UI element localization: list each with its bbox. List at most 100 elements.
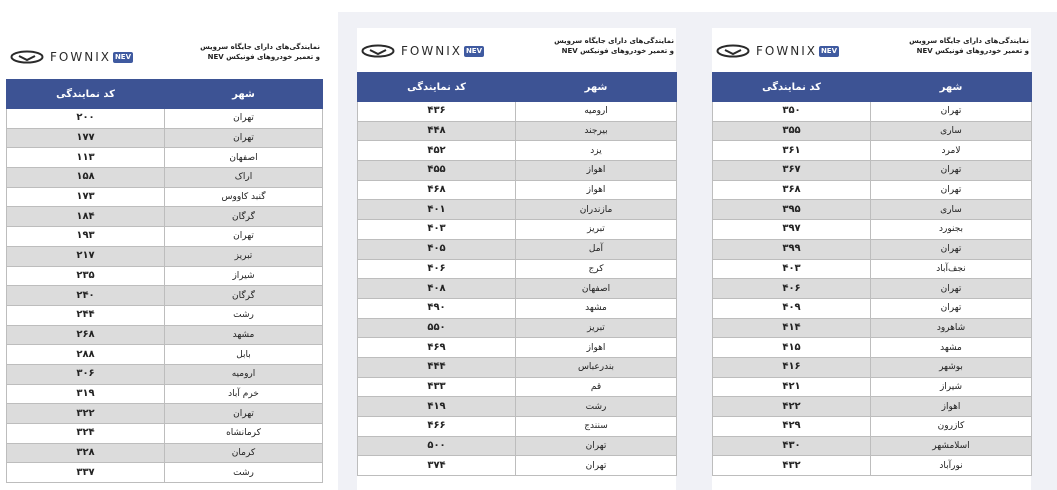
dealer-code-cell: ۲۶۸ bbox=[6, 324, 165, 346]
city-cell: تهران bbox=[164, 226, 323, 247]
table-row: ۳۳۷ رشت bbox=[6, 462, 323, 484]
column-header-city: شهر bbox=[870, 72, 1032, 102]
dealer-code-cell: ۵۰۰ bbox=[357, 435, 516, 457]
panel-header: FOWNIX NEV نمایندگی‌های دارای جایگاه سرو… bbox=[6, 34, 322, 80]
table-row: ۴۱۹ رشت bbox=[357, 396, 677, 417]
city-cell: تهران bbox=[870, 101, 1032, 122]
fownix-logo: FOWNIX NEV bbox=[361, 42, 485, 60]
table-row: ۳۲۴ کرمانشاه bbox=[6, 423, 323, 444]
panel-title: نمایندگی‌های دارای جایگاه سرویس و تعمیر … bbox=[534, 36, 674, 56]
dealer-code-cell: ۴۱۴ bbox=[712, 317, 871, 339]
table-row: ۴۰۶ کرج bbox=[357, 258, 677, 280]
dealer-code-cell: ۳۶۱ bbox=[712, 140, 871, 162]
table-row: ۲۸۸ بابل bbox=[6, 344, 323, 365]
table-row: ۴۰۳ تبریز bbox=[357, 219, 677, 240]
table-row: ۱۷۳ گنبد کاووس bbox=[6, 186, 323, 208]
dealer-code-cell: ۴۵۵ bbox=[357, 160, 516, 181]
city-cell: بوشهر bbox=[870, 356, 1032, 378]
city-cell: ارومیه bbox=[164, 363, 323, 385]
dealer-code-cell: ۴۲۲ bbox=[712, 396, 871, 417]
dealer-code-cell: ۴۰۶ bbox=[712, 278, 871, 299]
table-row: ۲۱۷ تبریز bbox=[6, 245, 323, 267]
table-row: ۳۲۸ کرمان bbox=[6, 442, 323, 464]
city-cell: نجف‌آباد bbox=[870, 258, 1032, 280]
table-row: ۴۶۹ اهواز bbox=[357, 337, 677, 358]
dealer-code-cell: ۴۱۶ bbox=[712, 356, 871, 378]
column-header-code: کد نمایندگی bbox=[712, 72, 871, 102]
table-row: ۴۰۳ نجف‌آباد bbox=[712, 258, 1032, 280]
table-row: ۳۱۹ خرم آباد bbox=[6, 383, 323, 405]
city-cell: اسلامشهر bbox=[870, 435, 1032, 457]
panel-header: FOWNIX NEV نمایندگی‌های دارای جایگاه سرو… bbox=[357, 28, 676, 74]
title-line-2: و تعمیر خودروهای فونیکس NEV bbox=[916, 47, 1029, 55]
city-cell: یزد bbox=[515, 140, 677, 162]
dealer-code-cell: ۳۲۲ bbox=[6, 403, 165, 424]
city-cell: رشت bbox=[164, 462, 323, 484]
city-cell: مازندران bbox=[515, 199, 677, 221]
dealer-code-cell: ۵۵۰ bbox=[357, 317, 516, 339]
dealer-code-cell: ۴۲۱ bbox=[712, 376, 871, 398]
dealer-code-cell: ۴۰۳ bbox=[357, 219, 516, 240]
table-row: ۴۴۸ بیرجند bbox=[357, 120, 677, 142]
dealer-code-cell: ۴۲۹ bbox=[712, 416, 871, 437]
city-cell: مشهد bbox=[515, 297, 677, 319]
dealer-code-cell: ۴۵۲ bbox=[357, 140, 516, 162]
city-cell: لامرد bbox=[870, 140, 1032, 162]
title-line-2: و تعمیر خودروهای فونیکس NEV bbox=[561, 47, 674, 55]
column-header-city: شهر bbox=[515, 72, 677, 102]
table-row: ۱۵۸ اراک bbox=[6, 167, 323, 188]
city-cell: گرگان bbox=[164, 206, 323, 228]
table-row: ۴۳۰ اسلامشهر bbox=[712, 435, 1032, 457]
dealer-code-cell: ۳۵۰ bbox=[712, 101, 871, 122]
dealer-code-cell: ۳۲۴ bbox=[6, 423, 165, 444]
dealer-code-cell: ۳۶۷ bbox=[712, 160, 871, 181]
city-cell: ساری bbox=[870, 199, 1032, 221]
table-row: ۲۴۴ رشت bbox=[6, 304, 323, 326]
panel-title: نمایندگی‌های دارای جایگاه سرویس و تعمیر … bbox=[180, 42, 320, 62]
dealer-code-cell: ۴۶۸ bbox=[357, 179, 516, 201]
dealer-panel-3: FOWNIX NEV نمایندگی‌های دارای جایگاه سرو… bbox=[712, 28, 1032, 490]
background-strip bbox=[0, 0, 338, 20]
dealer-code-cell: ۴۰۱ bbox=[357, 199, 516, 221]
fownix-logo-icon bbox=[716, 44, 750, 58]
fownix-logo: FOWNIX NEV bbox=[716, 42, 840, 60]
city-cell: تهران bbox=[870, 278, 1032, 299]
fownix-logo-icon bbox=[361, 44, 395, 58]
column-header-code: کد نمایندگی bbox=[357, 72, 516, 102]
table-row: ۲۴۰ گرگان bbox=[6, 285, 323, 306]
table-row: ۳۰۶ ارومیه bbox=[6, 363, 323, 385]
dealer-code-cell: ۴۳۰ bbox=[712, 435, 871, 457]
city-cell: اصفهان bbox=[515, 278, 677, 299]
city-cell: بیرجند bbox=[515, 120, 677, 142]
table-row: ۵۵۰ تبریز bbox=[357, 317, 677, 339]
dealer-code-cell: ۴۴۸ bbox=[357, 120, 516, 142]
city-cell: مشهد bbox=[164, 324, 323, 346]
dealer-panel-1: FOWNIX NEV نمایندگی‌های دارای جایگاه سرو… bbox=[6, 34, 323, 490]
dealer-code-cell: ۱۵۸ bbox=[6, 167, 165, 188]
dealer-code-cell: ۴۰۶ bbox=[357, 258, 516, 280]
city-cell: تهران bbox=[164, 403, 323, 424]
dealer-code-cell: ۳۰۶ bbox=[6, 363, 165, 385]
dealer-code-cell: ۳۷۴ bbox=[357, 455, 516, 477]
table-row: ۳۹۹ تهران bbox=[712, 238, 1032, 260]
dealer-code-cell: ۲۰۰ bbox=[6, 108, 165, 129]
brand-name: FOWNIX bbox=[401, 44, 462, 58]
city-cell: تبریز bbox=[164, 245, 323, 267]
dealer-code-cell: ۴۱۹ bbox=[357, 396, 516, 417]
table-row: ۳۵۵ ساری bbox=[712, 120, 1032, 142]
dealer-code-cell: ۴۰۹ bbox=[712, 297, 871, 319]
city-cell: آمل bbox=[515, 238, 677, 260]
table-row: ۱۹۳ تهران bbox=[6, 226, 323, 247]
city-cell: بندرعباس bbox=[515, 356, 677, 378]
table-row: ۲۰۰ تهران bbox=[6, 108, 323, 129]
city-cell: سنندج bbox=[515, 416, 677, 437]
nev-badge: NEV bbox=[112, 51, 134, 63]
city-cell: خرم آباد bbox=[164, 383, 323, 405]
dealer-code-cell: ۴۴۴ bbox=[357, 356, 516, 378]
dealer-code-cell: ۱۱۳ bbox=[6, 147, 165, 169]
table-row: ۴۳۲ نورآباد bbox=[712, 455, 1032, 477]
table-row: ۳۶۱ لامرد bbox=[712, 140, 1032, 162]
dealer-code-cell: ۴۳۲ bbox=[712, 455, 871, 477]
dealer-code-cell: ۴۰۸ bbox=[357, 278, 516, 299]
city-cell: رشت bbox=[164, 304, 323, 326]
